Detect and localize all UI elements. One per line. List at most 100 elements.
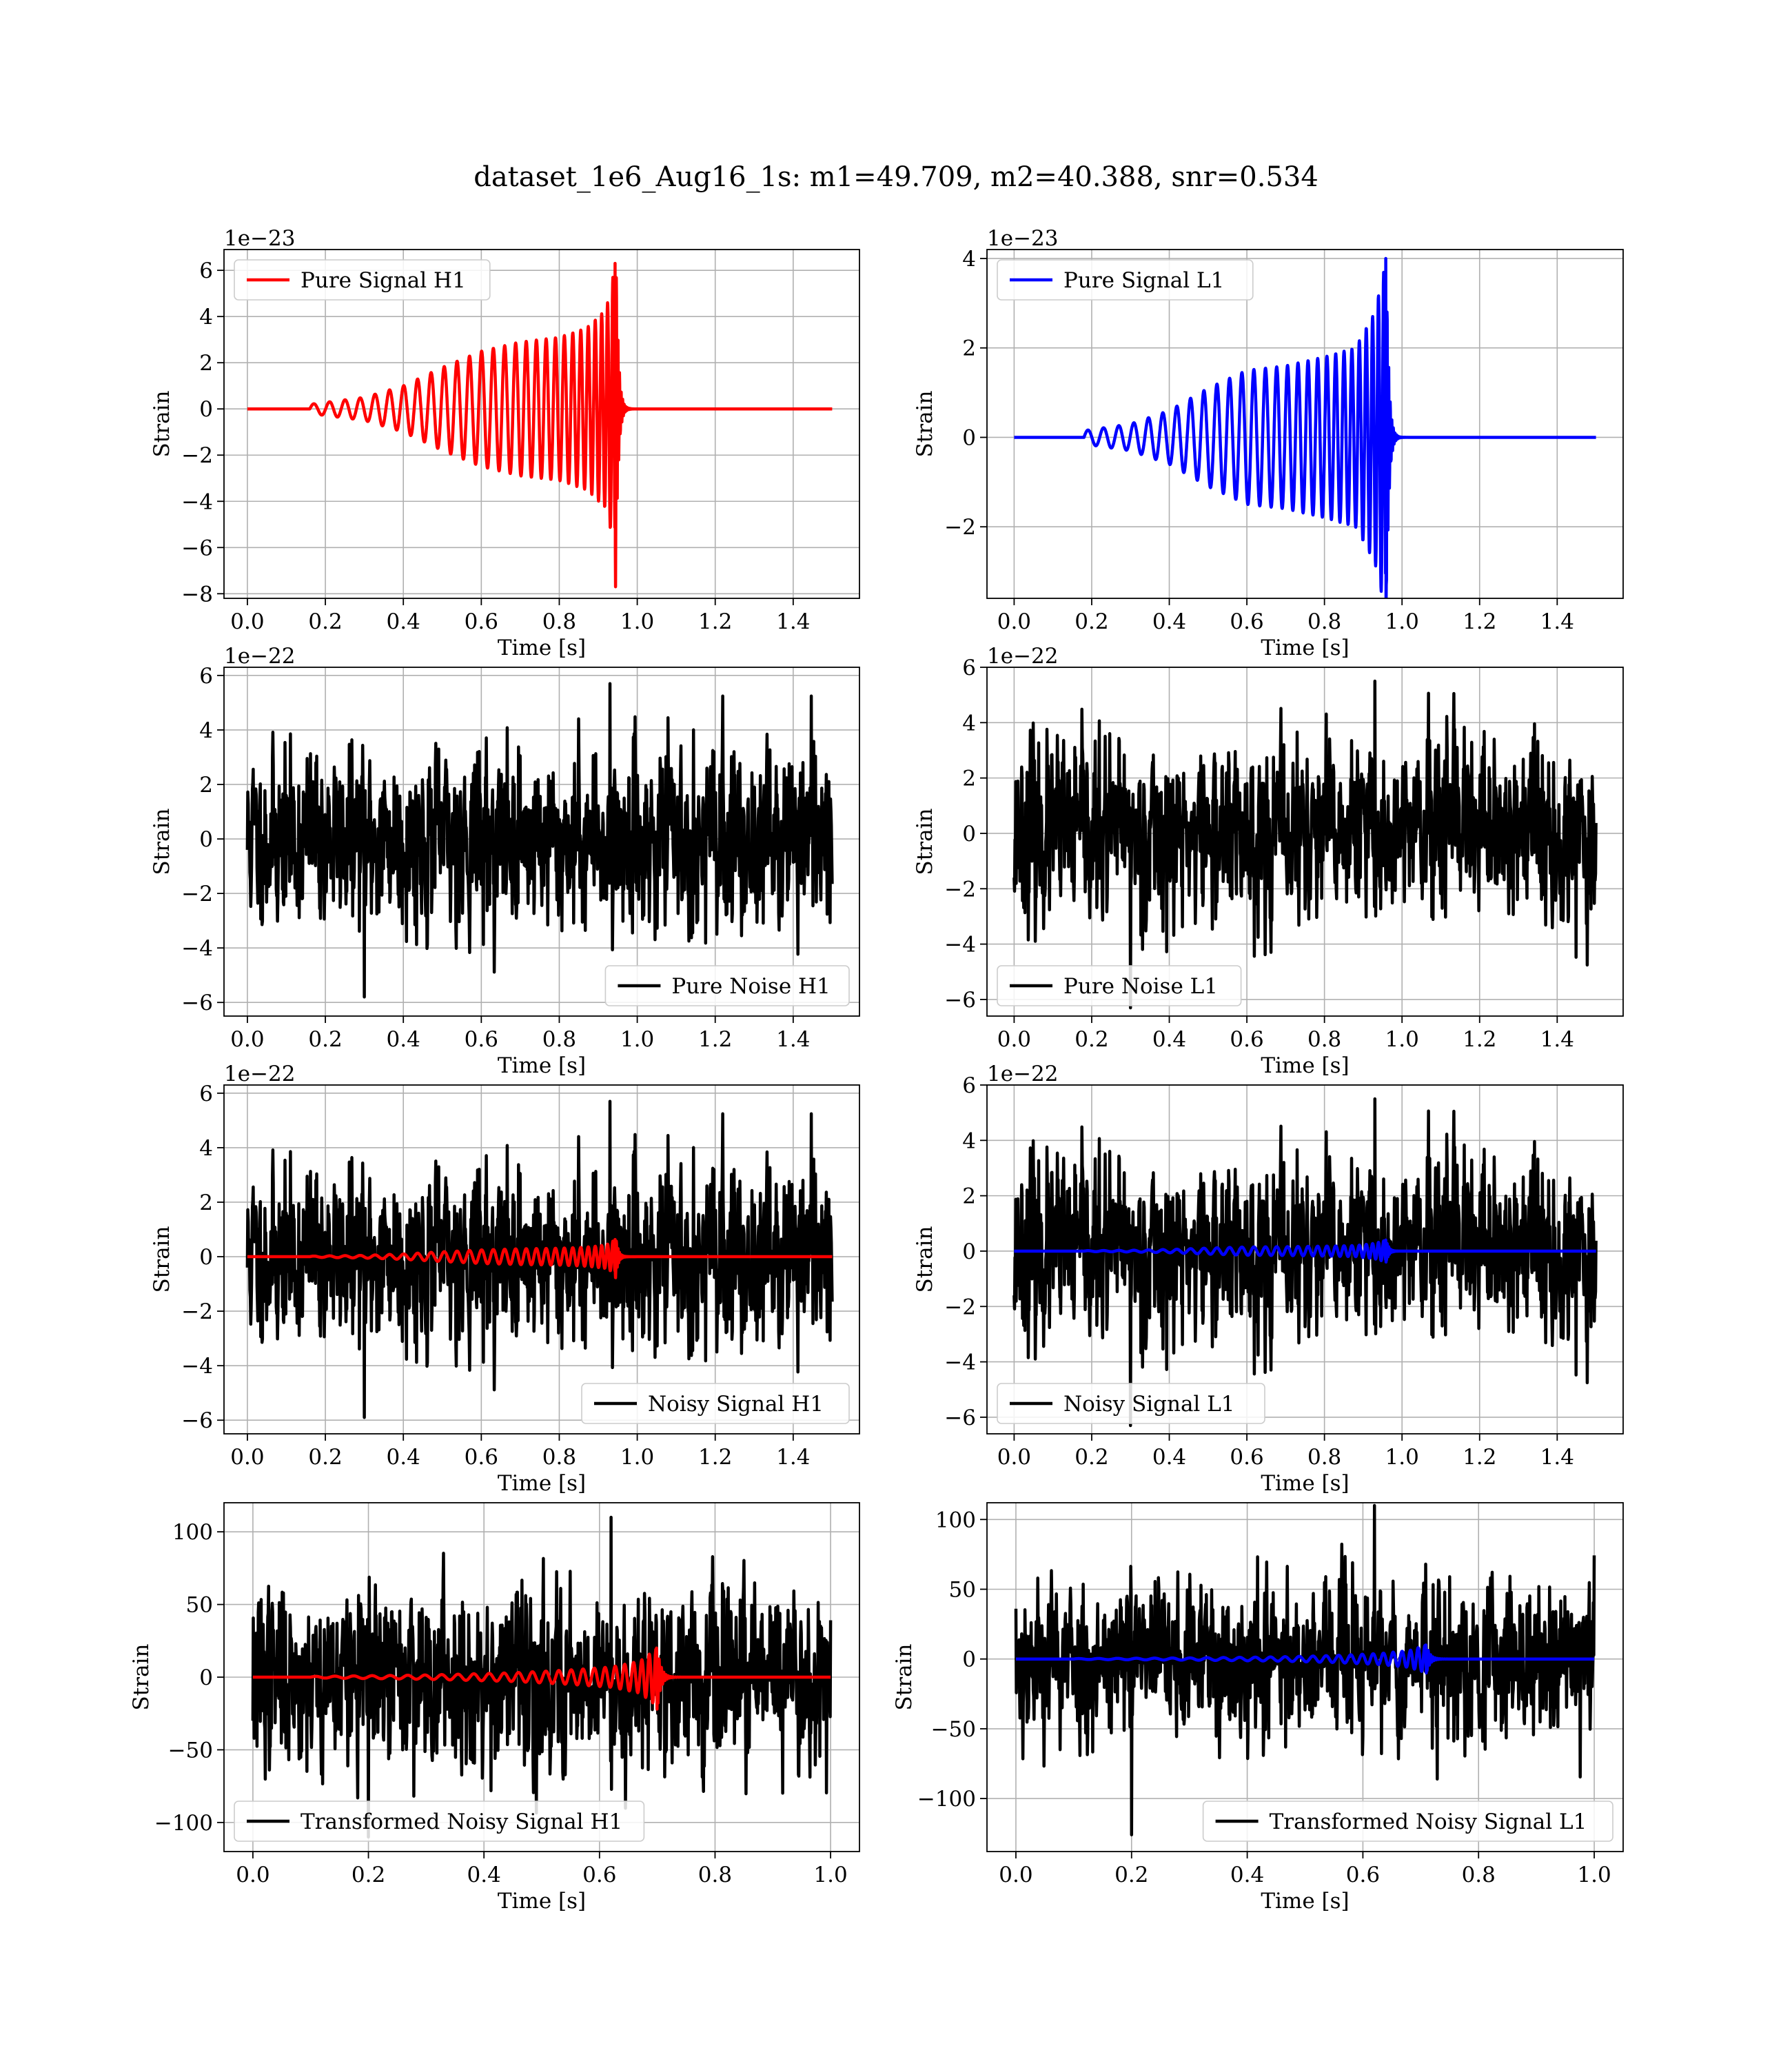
x-tick-label: 1.0 xyxy=(620,1445,654,1470)
y-tick-label: 50 xyxy=(186,1593,213,1618)
x-tick-label: 0.8 xyxy=(1307,609,1341,634)
x-tick-label: 0.4 xyxy=(1152,1445,1186,1470)
y-axis-label: Strain xyxy=(150,391,174,458)
legend: Pure Noise H1 xyxy=(604,965,850,1006)
y-tick-label: 4 xyxy=(199,305,213,330)
x-tick-label: 0.2 xyxy=(1114,1863,1148,1887)
x-tick-label: 0.2 xyxy=(308,1445,342,1470)
plot-area xyxy=(245,682,834,999)
y-tick-label: −2 xyxy=(181,443,213,468)
x-tick-label: 1.2 xyxy=(698,609,732,634)
chart-panel-pure-signal-l1: 0.0 0.2 0.4 0.6 0.8 1.0 1.2 1.4 −2 0 2 4 Time [s] Str… xyxy=(913,226,1624,660)
y-tick-label: 2 xyxy=(962,767,976,791)
legend-box xyxy=(997,965,1242,1006)
y-tick-label: 50 xyxy=(949,1577,976,1602)
x-tick-label: 1.2 xyxy=(1463,1445,1496,1470)
x-tick-label: 1.2 xyxy=(698,1027,732,1052)
x-tick-label: 0.4 xyxy=(387,1445,420,1470)
axis-offset-text: 1e−23 xyxy=(224,226,296,251)
y-tick-label: −6 xyxy=(181,991,213,1015)
legend: Noisy Signal H1 xyxy=(581,1383,850,1424)
x-tick-label: 0.2 xyxy=(308,609,342,634)
y-tick-label: −2 xyxy=(181,1299,213,1324)
x-axis-label: Time [s] xyxy=(498,1471,586,1496)
plot-area xyxy=(1014,1503,1596,1836)
y-tick-label: 2 xyxy=(199,773,213,798)
y-tick-label: 2 xyxy=(199,1190,213,1215)
x-tick-label: 0.0 xyxy=(230,609,264,634)
x-tick-label: 0.8 xyxy=(1307,1445,1341,1470)
series-line-noise xyxy=(1012,1097,1598,1428)
x-tick-label: 0.4 xyxy=(387,1027,420,1052)
legend: Noisy Signal L1 xyxy=(997,1383,1265,1424)
y-tick-label: 0 xyxy=(962,425,976,450)
y-axis-label: Strain xyxy=(913,391,937,458)
legend-label: Pure Noise H1 xyxy=(671,974,830,999)
axes-frame xyxy=(223,667,860,1017)
y-tick-label: −100 xyxy=(154,1811,213,1836)
series-line-signal xyxy=(1012,1238,1598,1264)
x-tick-label: 0.4 xyxy=(1152,609,1186,634)
series-line-signal xyxy=(246,261,834,589)
chart-panel-pure-signal-h1: 0.0 0.2 0.4 0.6 0.8 1.0 1.2 1.4 −8 −6 −4 −2 0 2 4 6 Time… xyxy=(150,226,860,660)
series-line-noise xyxy=(245,682,834,999)
series-line-noise xyxy=(1014,1503,1596,1836)
legend-box xyxy=(997,1383,1265,1424)
y-tick-label: −4 xyxy=(181,936,213,961)
y-tick-label: 2 xyxy=(199,351,213,376)
x-tick-label: 0.0 xyxy=(997,1445,1031,1470)
x-tick-label: 0.0 xyxy=(997,1027,1031,1052)
y-tick-label: −4 xyxy=(181,489,213,514)
legend-label: Pure Signal L1 xyxy=(1063,268,1224,293)
plot-area xyxy=(246,261,834,589)
figure-title: dataset_1e6_Aug16_1s: m1=49.709, m2=40.3… xyxy=(474,161,1318,193)
series-line-signal xyxy=(246,1237,834,1279)
x-tick-label: 0.2 xyxy=(308,1027,342,1052)
x-axis-label: Time [s] xyxy=(1261,636,1349,660)
y-tick-label: 0 xyxy=(962,1239,976,1264)
x-tick-label: 0.4 xyxy=(1230,1863,1264,1887)
axes-frame xyxy=(986,249,1624,599)
x-tick-label: 0.8 xyxy=(1462,1863,1496,1887)
legend-label: Transformed Noisy Signal H1 xyxy=(301,1810,622,1834)
legend-label: Noisy Signal H1 xyxy=(648,1392,824,1417)
x-axis-label: Time [s] xyxy=(1261,1471,1349,1496)
x-axis-label: Time [s] xyxy=(498,1889,586,1914)
legend-box xyxy=(581,1383,850,1424)
chart-panel-noisy-signal-h1: 0.0 0.2 0.4 0.6 0.8 1.0 1.2 1.4 −6 −4 −2 0 2 4 6 Time [… xyxy=(150,1062,860,1496)
y-tick-label: 2 xyxy=(962,1184,976,1209)
x-axis-label: Time [s] xyxy=(1261,1889,1349,1914)
series-line-noise xyxy=(1012,679,1598,1010)
axes-frame xyxy=(986,667,1624,1017)
y-tick-label: −4 xyxy=(181,1354,213,1379)
plot-area xyxy=(1012,679,1598,1010)
legend: Pure Signal H1 xyxy=(234,259,491,301)
x-tick-label: 0.4 xyxy=(467,1863,501,1887)
y-tick-label: −6 xyxy=(944,988,976,1013)
y-axis-label: Strain xyxy=(913,1226,937,1293)
y-tick-label: −4 xyxy=(944,1350,976,1375)
x-tick-label: 1.0 xyxy=(620,1027,654,1052)
x-tick-label: 1.0 xyxy=(1385,609,1419,634)
x-tick-label: 1.4 xyxy=(1540,1027,1574,1052)
y-tick-label: −6 xyxy=(181,536,213,560)
x-tick-label: 0.0 xyxy=(230,1027,264,1052)
chart-panels: 0.0 0.2 0.4 0.6 0.8 1.0 1.2 1.4 −8 −6 −4 −2 0 2 4 6 Time… xyxy=(129,226,1624,1914)
x-tick-label: 0.0 xyxy=(997,609,1031,634)
chart-panel-noisy-signal-l1: 0.0 0.2 0.4 0.6 0.8 1.0 1.2 1.4 −6 −4 −2 0 2 4 6 Time [… xyxy=(913,1062,1624,1496)
x-tick-label: 0.2 xyxy=(1075,1027,1108,1052)
legend: Transformed Noisy Signal H1 xyxy=(234,1801,645,1842)
x-tick-label: 0.6 xyxy=(1230,1445,1263,1470)
x-tick-label: 0.8 xyxy=(542,1027,576,1052)
x-tick-label: 0.6 xyxy=(1346,1863,1380,1887)
chart-panel-pure-noise-h1: 0.0 0.2 0.4 0.6 0.8 1.0 1.2 1.4 −6 −4 −2 0 2 4 6 Time [… xyxy=(150,644,860,1078)
y-tick-label: 0 xyxy=(199,1665,213,1690)
plot-area xyxy=(1012,1097,1598,1428)
x-tick-label: 1.0 xyxy=(1385,1445,1419,1470)
series-line-signal xyxy=(1015,1643,1596,1675)
legend-label: Pure Signal H1 xyxy=(301,268,466,293)
y-tick-label: 0 xyxy=(962,1648,976,1672)
y-tick-label: −6 xyxy=(181,1408,213,1433)
legend-label: Noisy Signal L1 xyxy=(1063,1392,1235,1417)
y-tick-label: −2 xyxy=(944,1295,976,1319)
